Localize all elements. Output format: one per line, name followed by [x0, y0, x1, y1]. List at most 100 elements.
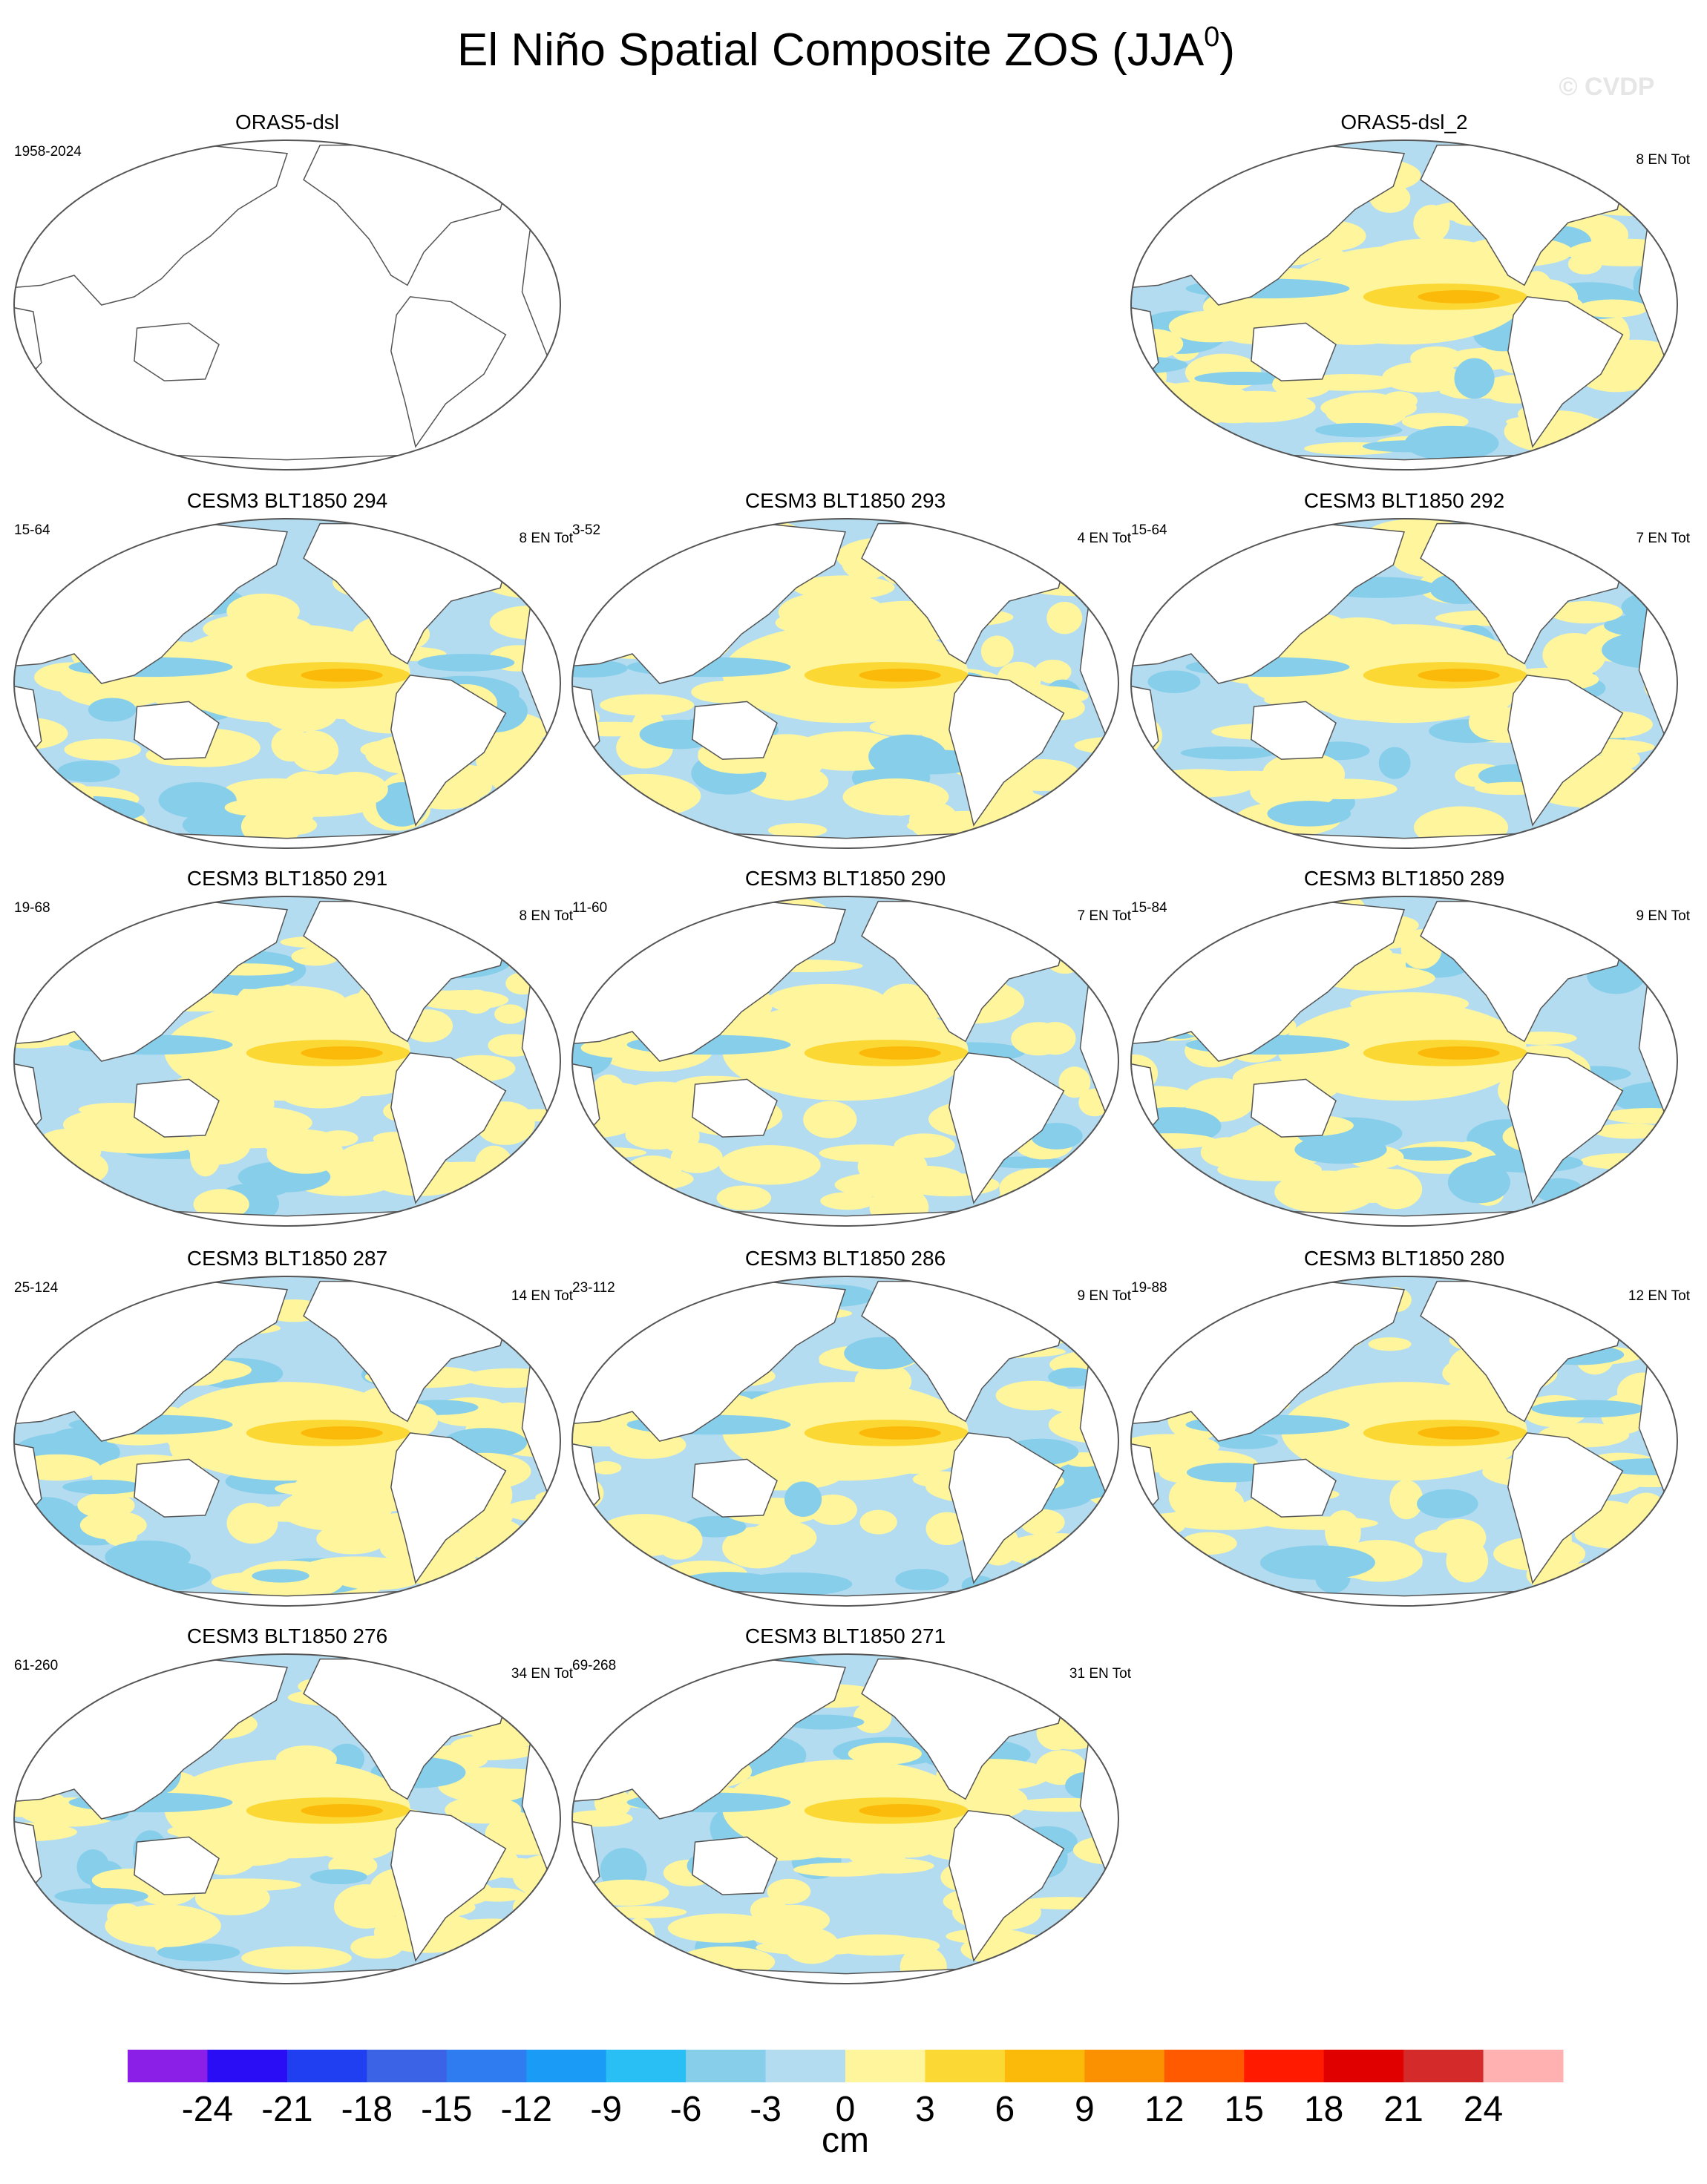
- anomaly-blob: [1550, 601, 1623, 624]
- panel-title: CESM3 BLT1850 280: [1304, 1247, 1504, 1270]
- colorbar-tick-label: -24: [182, 2090, 233, 2129]
- panel-count: 7 EN Tot: [1636, 531, 1690, 546]
- panel-title: CESM3 BLT1850 287: [187, 1247, 387, 1270]
- continent: [1638, 965, 1677, 1112]
- panel-years: 15-84: [1131, 900, 1167, 916]
- anomaly-blob: [994, 1285, 1060, 1302]
- anomaly-blob: [1267, 801, 1351, 827]
- equatorial-core: [1418, 1046, 1500, 1060]
- anomaly-blob: [224, 799, 278, 816]
- map-panel: CESM3 BLT1850 291 19-68 8 EN Tot: [13, 867, 574, 1227]
- anomaly-blob: [1046, 1680, 1118, 1695]
- panel-years: 19-68: [14, 900, 50, 916]
- continent: [134, 1078, 220, 1138]
- anomaly-blob: [1143, 413, 1208, 439]
- anomaly-blob: [738, 1572, 853, 1596]
- anomaly-blob: [660, 1119, 700, 1152]
- colorbar-box: [1244, 2050, 1325, 2082]
- watermark: © CVDP: [1559, 73, 1655, 101]
- anomaly-blob: [1447, 1161, 1510, 1204]
- continent: [390, 675, 507, 827]
- continent: [1507, 1432, 1624, 1584]
- title-superscript: 0: [1204, 22, 1219, 53]
- equatorial-core: [1418, 669, 1500, 682]
- anomaly-blob: [1611, 184, 1677, 212]
- continent: [948, 1810, 1065, 1962]
- anomaly-blob: [1168, 1478, 1211, 1517]
- continent: [948, 1052, 1065, 1204]
- panel-count: 9 EN Tot: [1077, 1288, 1131, 1304]
- anomaly-blob: [14, 1497, 79, 1532]
- panel-count: 34 EN Tot: [511, 1666, 574, 1682]
- anomaly-blob: [1614, 547, 1677, 592]
- anomaly-blob: [1131, 1517, 1185, 1537]
- anomaly-blob: [1639, 1550, 1677, 1580]
- anomaly-blob: [512, 1886, 560, 1929]
- continent: [1507, 1052, 1624, 1204]
- anomaly-blob: [1362, 440, 1459, 453]
- anomaly-blob: [1058, 1066, 1091, 1098]
- anomaly-blob: [1159, 152, 1210, 168]
- anomaly-blob: [291, 1470, 369, 1512]
- continent: [1638, 587, 1677, 734]
- colorbar-tick-label: 15: [1225, 2090, 1264, 2129]
- map-field: [14, 896, 560, 1226]
- map-outline: [571, 518, 1119, 849]
- anomaly-blob: [1588, 1190, 1638, 1215]
- map-field: [572, 1654, 1118, 1984]
- anomaly-blob: [309, 1869, 367, 1885]
- panel-count: 8 EN Tot: [1636, 152, 1690, 168]
- anomaly-blob: [1074, 736, 1118, 755]
- anomaly-blob: [14, 1560, 117, 1601]
- anomaly-blob: [620, 1081, 702, 1113]
- anomaly-blob: [1131, 189, 1167, 223]
- continent: [1251, 1078, 1337, 1138]
- anomaly-blob: [1149, 407, 1199, 443]
- anomaly-blob: [1020, 1197, 1113, 1219]
- continent: [521, 1722, 560, 1869]
- map-field: [14, 1276, 560, 1606]
- anomaly-blob: [34, 796, 145, 824]
- panel-years: 19-88: [1131, 1280, 1167, 1296]
- colorbar-box: [765, 2050, 846, 2082]
- colorbar-box: [286, 2050, 367, 2082]
- map-field: [1131, 519, 1677, 848]
- anomaly-blob: [572, 1147, 647, 1159]
- anomaly-blob: [1368, 1337, 1412, 1351]
- continent: [1079, 965, 1118, 1112]
- continent: [521, 587, 560, 734]
- anomaly-blob: [599, 1906, 687, 1918]
- anomaly-blob: [885, 782, 917, 816]
- anomaly-blob: [1382, 391, 1418, 410]
- anomaly-blob: [1410, 346, 1463, 371]
- continent: [1251, 1458, 1337, 1518]
- continent: [692, 1836, 778, 1895]
- panel-count: 7 EN Tot: [1077, 908, 1131, 924]
- colorbar-tick-label: 0: [836, 2090, 856, 2129]
- map-outline: [1130, 518, 1678, 849]
- anomaly-blob: [469, 519, 510, 553]
- anomaly-blob: [64, 738, 142, 761]
- anomaly-blob: [1417, 1489, 1478, 1519]
- continent: [1638, 1345, 1677, 1492]
- anomaly-blob: [572, 917, 666, 943]
- anomaly-blob: [50, 1428, 108, 1451]
- anomaly-blob: [1058, 1308, 1118, 1323]
- anomaly-blob: [622, 1946, 658, 1961]
- anomaly-blob: [1544, 1563, 1648, 1598]
- anomaly-blob: [1576, 299, 1648, 318]
- map-outline: [571, 1653, 1119, 1984]
- anomaly-blob: [1604, 1107, 1677, 1124]
- panel-title: CESM3 BLT1850 271: [745, 1624, 946, 1647]
- anomaly-blob: [623, 1918, 655, 1961]
- anomaly-blob: [784, 1481, 822, 1517]
- panel-count: 14 EN Tot: [511, 1288, 574, 1304]
- colorbar-box: [446, 2050, 527, 2082]
- colorbar-tick-label: 21: [1383, 2090, 1423, 2129]
- map-outline: [13, 1276, 561, 1607]
- anomaly-blob: [592, 1461, 622, 1475]
- anomaly-blob: [1135, 148, 1185, 190]
- colorbar-box: [686, 2050, 767, 2082]
- map-outline: [13, 1653, 561, 1984]
- anomaly-blob: [895, 1569, 949, 1591]
